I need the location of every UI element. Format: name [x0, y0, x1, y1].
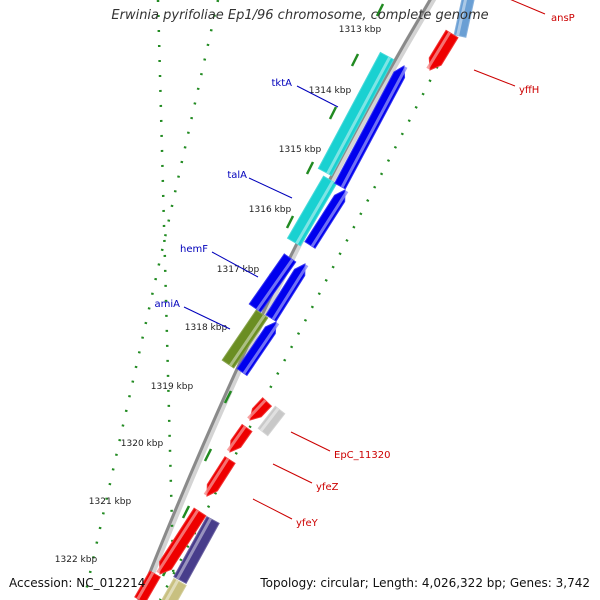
feature-hemF-pair-highlight — [271, 264, 309, 321]
tick-mark — [285, 215, 295, 229]
tick-mark — [350, 53, 360, 67]
feature-talA-pair — [304, 189, 346, 249]
feature-red-1-highlight — [247, 399, 267, 420]
gene-leader-line — [183, 306, 231, 330]
feature-hemF-highlight — [256, 258, 294, 311]
gene-label-yfeY: yfeY — [296, 518, 319, 529]
genome-summary: Topology: circular; Length: 4,026,322 bp… — [260, 576, 590, 590]
tick-label: 1318 kbp — [185, 323, 228, 333]
gene-leader-line — [252, 498, 293, 520]
feature-tktA-pair — [334, 65, 406, 190]
tick-label: 1314 kbp — [309, 86, 352, 96]
gene-leader-line — [248, 177, 293, 199]
gene-leader-line — [290, 431, 331, 452]
tick-mark — [305, 161, 315, 175]
feature-navy-highlight — [176, 517, 212, 580]
feature-red-3-highlight — [136, 572, 155, 600]
feature-talA-pair-highlight — [310, 190, 349, 248]
gene-leader-line — [272, 463, 313, 484]
gene-leader-line — [510, 0, 546, 15]
gene-label-yffH: yffH — [519, 85, 539, 96]
feature-red-2-highlight — [226, 425, 247, 452]
feature-hemF — [248, 253, 297, 313]
feature-talA-highlight — [295, 180, 334, 245]
gene-label-talA: talA — [227, 170, 247, 181]
gene-leader-line — [296, 85, 339, 108]
gene-label-tktA: tktA — [272, 78, 293, 89]
tick-mark — [181, 505, 191, 519]
feature-red-2 — [229, 423, 253, 453]
tick-label: 1315 kbp — [279, 145, 322, 155]
gene-label-amiA: amiA — [155, 299, 181, 310]
feature-yffH — [428, 29, 459, 71]
tick-mark — [203, 448, 213, 462]
gene-label-hemF: hemF — [180, 244, 208, 255]
feature-ansP-highlight — [456, 0, 467, 36]
feature-amiA-highlight — [229, 314, 266, 367]
tick-mark — [328, 106, 338, 120]
feature-EpC_11320-highlight — [259, 407, 280, 432]
feature-yfeY — [159, 507, 207, 575]
tick-mark — [375, 3, 385, 17]
feature-tktA-highlight — [326, 56, 391, 175]
feature-red-1 — [249, 397, 273, 421]
feature-amiA-pair-highlight — [242, 322, 280, 375]
gene-leader-line — [211, 251, 259, 278]
gene-label-ansP: ansP — [551, 13, 575, 24]
dotted-track — [82, 0, 220, 600]
tick-mark — [223, 390, 233, 404]
feature-amiA-pair — [236, 321, 277, 377]
tick-label: 1320 kbp — [121, 439, 164, 449]
feature-tktA-pair-highlight — [340, 66, 408, 188]
feature-yfeZ-highlight — [203, 457, 230, 496]
gene-label-yfeZ: yfeZ — [316, 482, 339, 493]
tick-label: 1319 kbp — [151, 382, 194, 392]
gene-leader-line — [473, 69, 516, 87]
tick-label: 1322 kbp — [55, 555, 98, 565]
map-title: Erwinia pyrifoliae Ep1/96 chromosome, co… — [111, 8, 489, 23]
gene-label-EpC_11320: EpC_11320 — [334, 450, 390, 461]
feature-amiA — [221, 309, 269, 369]
tick-label: 1313 kbp — [339, 25, 382, 35]
feature-hemF-pair — [265, 263, 306, 322]
tick-label: 1317 kbp — [217, 265, 260, 275]
accession-label: Accession: NC_012214 — [9, 576, 146, 590]
feature-yffH-highlight — [426, 31, 451, 70]
dotted-track — [156, 0, 176, 600]
tick-label: 1321 kbp — [89, 497, 132, 507]
feature-yfeZ — [206, 456, 236, 497]
tick-label: 1316 kbp — [249, 205, 292, 215]
feature-EpC_11320 — [257, 405, 286, 437]
feature-yfeY-highlight — [156, 509, 199, 574]
